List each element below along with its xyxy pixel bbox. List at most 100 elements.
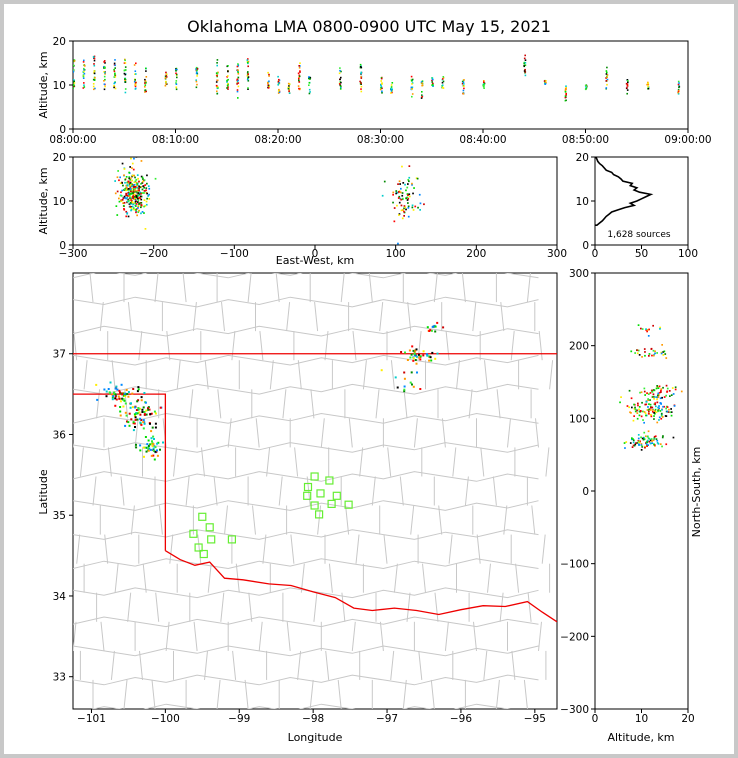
time-point	[93, 72, 96, 75]
altitude-eastwest-axes	[72, 156, 558, 246]
ew-point	[135, 209, 137, 211]
map-point	[133, 413, 136, 416]
time-point	[175, 72, 177, 75]
time-point	[73, 80, 75, 82]
county-line	[541, 534, 546, 564]
ns-point	[638, 408, 640, 411]
ew-point	[129, 205, 131, 208]
time-point	[381, 82, 383, 84]
station-marker	[327, 499, 336, 508]
ew-point	[140, 204, 143, 206]
ew-point	[139, 202, 141, 204]
time-ylabel: Altitude, km	[37, 51, 50, 118]
panhandle-border	[73, 393, 167, 551]
time-point	[431, 81, 433, 83]
time-point	[135, 62, 137, 65]
ew-xtick-label: −200	[139, 248, 168, 260]
map-point	[159, 448, 161, 451]
map-point	[119, 414, 122, 417]
county-line	[282, 389, 287, 419]
map-point	[135, 412, 138, 415]
time-point	[237, 76, 240, 79]
ns-point	[670, 394, 673, 396]
map-point	[109, 392, 111, 395]
time-point	[145, 76, 148, 78]
time-point	[340, 87, 342, 89]
ns-point	[657, 409, 659, 412]
axis-ticks: 08:00:00 08:10:00 08:20:00 08:30:00 08:40:00…	[49, 36, 711, 725]
ew-point	[140, 198, 143, 201]
county-line	[73, 558, 539, 570]
map-point	[111, 398, 114, 401]
ns-point	[662, 435, 664, 437]
ew-point	[406, 196, 409, 199]
ew-point	[138, 203, 141, 206]
time-point	[113, 82, 115, 85]
ns-point	[634, 406, 636, 409]
county-line	[269, 360, 274, 390]
ns-point	[661, 436, 664, 439]
map-point	[114, 387, 117, 390]
time-point	[288, 88, 290, 91]
ew-point	[407, 202, 409, 204]
ns-point	[660, 403, 662, 405]
time-point	[114, 76, 117, 78]
time-point	[677, 89, 680, 91]
map-point	[125, 389, 128, 391]
map-point	[430, 359, 433, 362]
time-point	[277, 84, 279, 86]
map-point	[95, 383, 98, 386]
northsouth-altitude-points	[619, 324, 683, 451]
county-line	[441, 418, 446, 448]
ew-point	[128, 187, 131, 190]
ew-point	[133, 181, 136, 184]
ns-point	[665, 443, 668, 446]
hist-xtick-label: 0	[592, 248, 599, 260]
ns-point	[644, 394, 646, 396]
time-point	[360, 75, 362, 78]
time-point	[381, 83, 383, 85]
ew-point	[132, 187, 135, 190]
ew-point	[125, 189, 127, 192]
ew-point	[126, 200, 129, 203]
county-line	[134, 418, 139, 448]
map-point	[112, 391, 115, 394]
ew-point	[147, 185, 150, 187]
ew-point	[148, 198, 151, 200]
time-point	[216, 90, 218, 93]
time-point	[93, 63, 95, 65]
map-point	[122, 398, 125, 401]
time-point	[309, 77, 312, 79]
map-point	[119, 400, 122, 403]
ns-point	[645, 403, 648, 406]
time-point	[411, 95, 413, 98]
time-point	[165, 73, 168, 76]
ew-point	[143, 212, 145, 214]
lma-stations	[189, 472, 353, 559]
ns-point	[657, 387, 660, 389]
county-line	[207, 563, 212, 593]
county-line	[59, 680, 62, 709]
map-point	[152, 449, 155, 452]
map-point	[162, 441, 164, 444]
county-line	[130, 505, 135, 535]
time-point	[94, 87, 96, 90]
time-point	[483, 83, 486, 85]
county-line	[359, 447, 364, 477]
time-point	[237, 82, 240, 84]
county-line	[73, 412, 539, 424]
map-point	[145, 450, 148, 453]
time-xtick-label: 09:00:00	[664, 134, 711, 146]
time-point	[646, 83, 648, 86]
time-point	[606, 76, 608, 79]
ew-point	[401, 217, 404, 220]
map-point	[140, 396, 143, 399]
map-point	[137, 388, 140, 391]
time-point	[523, 70, 526, 72]
ew-point	[134, 202, 137, 205]
ns-point	[656, 442, 659, 444]
time-point	[421, 95, 423, 98]
map-point	[409, 356, 412, 359]
time-point	[605, 70, 608, 72]
county-lines	[59, 273, 554, 709]
